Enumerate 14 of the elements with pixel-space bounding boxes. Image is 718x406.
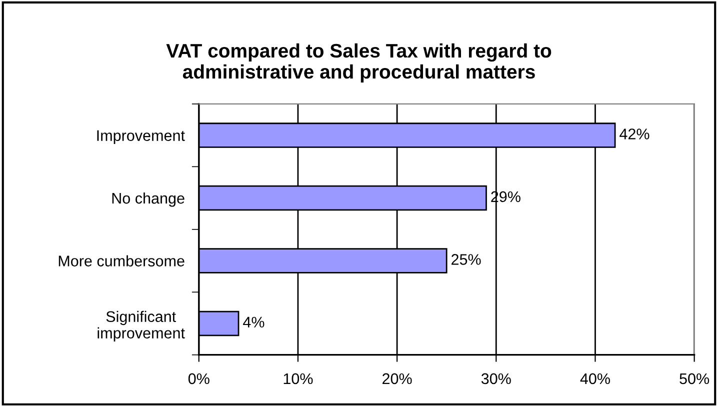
y-tick-label: Improvement [97, 130, 185, 144]
y-tick-label: More cumbersome [58, 255, 184, 266]
x-tick-label: 10% [284, 373, 313, 384]
x-tick-label: 0% [188, 373, 210, 384]
data-label: 4% [243, 316, 264, 328]
data-label: 25% [452, 254, 481, 265]
y-tick-label: No change [112, 192, 184, 207]
x-tick-label: 40% [580, 373, 610, 384]
chart-title: VAT compared to Sales Tax with regard to administrative and procedural matters [166, 43, 552, 83]
x-tick-label: 50% [680, 373, 710, 384]
x-tick-label: 20% [382, 373, 412, 384]
x-tick-label: 30% [481, 373, 511, 384]
data-label: 42% [620, 128, 650, 140]
y-tick-label: Significant improvement [98, 310, 185, 342]
